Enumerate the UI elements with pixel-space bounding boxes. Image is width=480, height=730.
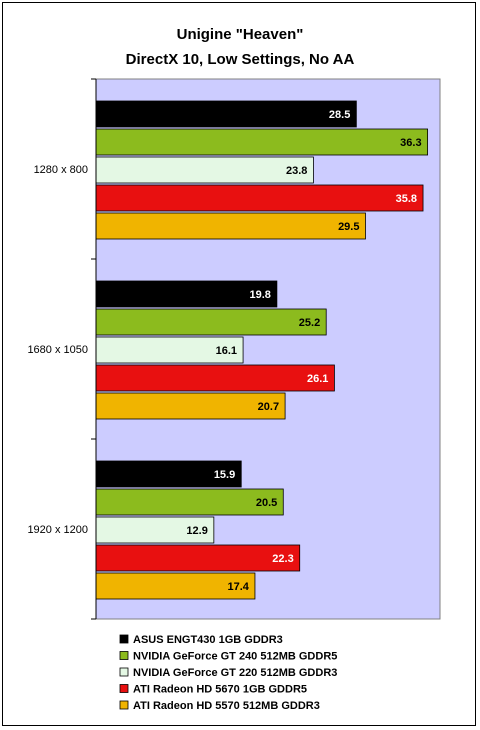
category-label: 1680 x 1050	[27, 344, 88, 356]
bar	[95, 156, 314, 184]
legend: ASUS ENGT430 1GB GDDR3 NVIDIA GeForce GT …	[119, 634, 337, 712]
bars-group: 28.5 36.3 23.8 35.8 29.5 19.8 25.2 16.1 26.1 20.7…	[95, 100, 429, 600]
bar-value-label: 15.9	[214, 469, 235, 481]
chart-frame	[2, 2, 476, 726]
bar-value-label: 35.8	[396, 193, 417, 205]
bar-value-label: 36.3	[400, 137, 421, 149]
bar-value-label: 20.7	[258, 401, 279, 413]
bar	[95, 212, 366, 240]
legend-entry: ATI Radeon HD 5570 512MB GDDR3	[133, 700, 320, 712]
legend-swatch	[119, 634, 129, 644]
bar	[95, 100, 357, 128]
axis-group: 1280 x 800 1680 x 1050 1920 x 1200	[27, 78, 97, 620]
bar	[95, 336, 244, 364]
bar	[95, 572, 256, 600]
bar	[95, 184, 424, 212]
legend-swatch	[119, 651, 129, 660]
chart-title: Unigine "Heaven"	[177, 26, 304, 43]
legend-swatch	[119, 700, 129, 710]
bar	[95, 516, 215, 544]
legend-swatch	[119, 667, 129, 677]
category-label: 1280 x 800	[34, 164, 88, 176]
bar-value-label: 22.3	[272, 553, 293, 565]
bar	[95, 392, 286, 420]
bar	[95, 128, 429, 156]
bar	[95, 488, 284, 516]
legend-entry: NVIDIA GeForce GT 240 512MB GDDR5	[133, 651, 337, 663]
bar-value-label: 25.2	[299, 317, 320, 329]
bar-value-label: 16.1	[216, 345, 237, 357]
legend-swatch	[119, 684, 129, 693]
legend-entry: NVIDIA GeForce GT 220 512MB GDDR3	[133, 667, 337, 679]
bar-value-label: 17.4	[228, 581, 250, 593]
chart-subtitle: DirectX 10, Low Settings, No AA	[126, 51, 355, 68]
legend-entry: ASUS ENGT430 1GB GDDR3	[133, 634, 283, 646]
category-label: 1920 x 1200	[27, 524, 88, 536]
bar-value-label: 12.9	[186, 525, 207, 537]
bar-value-label: 26.1	[307, 373, 328, 385]
bar-value-label: 19.8	[249, 289, 270, 301]
bar-value-label: 23.8	[286, 165, 307, 177]
bar-value-label: 20.5	[256, 497, 277, 509]
legend-entry: ATI Radeon HD 5670 1GB GDDR5	[133, 684, 307, 696]
bar	[95, 308, 327, 336]
bar	[95, 544, 301, 572]
bar-value-label: 28.5	[329, 109, 350, 121]
bar	[95, 364, 335, 392]
bar-value-label: 29.5	[338, 221, 359, 233]
